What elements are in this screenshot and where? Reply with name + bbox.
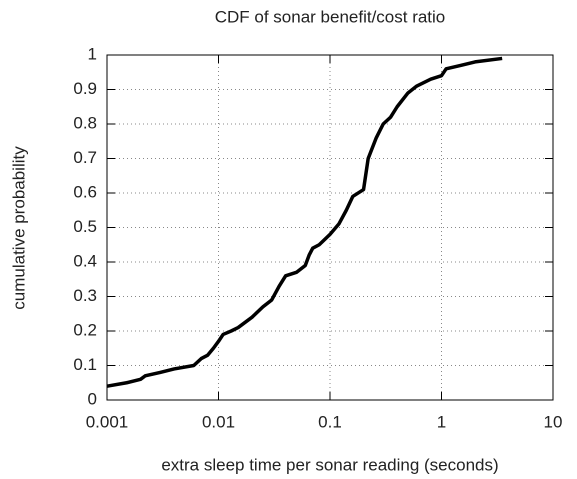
- y-tick-label: 1: [88, 44, 97, 63]
- x-tick-label: 0.01: [202, 412, 235, 431]
- chart-title: CDF of sonar benefit/cost ratio: [215, 7, 446, 26]
- y-tick-label: 0.7: [73, 148, 97, 167]
- x-tick-label: 1: [437, 412, 446, 431]
- y-tick-label: 0.2: [73, 320, 97, 339]
- y-axis-label: cumulative probability: [9, 146, 28, 310]
- x-tick-label: 0.001: [86, 412, 129, 431]
- y-tick-label: 0.6: [73, 182, 97, 201]
- y-tick-label: 0.4: [73, 251, 97, 270]
- y-tick-label: 0.8: [73, 113, 97, 132]
- x-axis-label: extra sleep time per sonar reading (seco…: [161, 455, 498, 474]
- x-tick-label: 10: [544, 412, 563, 431]
- y-tick-label: 0.1: [73, 355, 97, 374]
- cdf-line: [106, 56, 503, 388]
- y-tick-label: 0.9: [73, 79, 97, 98]
- y-tick-label: 0: [88, 389, 97, 408]
- y-tick-label: 0.3: [73, 286, 97, 305]
- plot-frame: [106, 54, 554, 401]
- y-tick-label: 0.5: [73, 217, 97, 236]
- x-tick-label: 0.1: [318, 412, 342, 431]
